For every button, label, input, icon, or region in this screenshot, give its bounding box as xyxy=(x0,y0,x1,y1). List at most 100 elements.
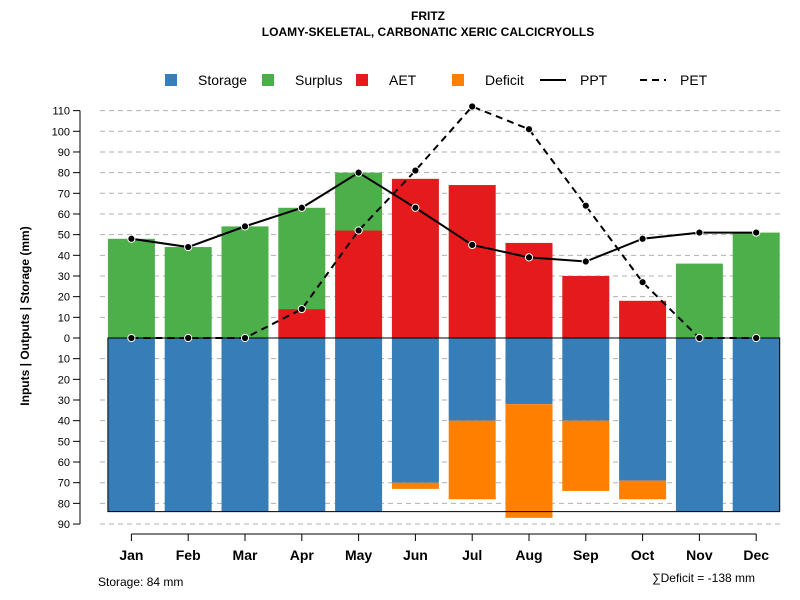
y-tick-label: 40 xyxy=(58,250,70,262)
ppt-point xyxy=(184,242,193,252)
y-tick-label: 10 xyxy=(58,354,70,366)
ppt-point xyxy=(695,228,704,237)
ppt-point xyxy=(468,240,477,250)
y-tick-label: 20 xyxy=(58,292,70,304)
chart-subtitle: LOAMY-SKELETAL, CARBONATIC XERIC CALCICR… xyxy=(262,25,594,39)
y-tick-label: 60 xyxy=(58,457,70,469)
surplus-bar xyxy=(164,247,212,338)
y-tick-label: 70 xyxy=(58,188,70,200)
ppt-line xyxy=(131,171,757,263)
pet-line xyxy=(131,105,757,339)
ppt-point xyxy=(638,234,647,243)
storage-note: Storage: 84 mm xyxy=(98,575,183,589)
legend-swatch xyxy=(165,74,177,86)
y-tick-label: 80 xyxy=(58,168,70,180)
surplus-bar xyxy=(675,263,723,338)
legend-label: AET xyxy=(389,72,417,88)
ppt-point xyxy=(240,222,250,231)
pet-point xyxy=(468,102,477,111)
deficit-bar xyxy=(562,420,610,491)
storage-bar xyxy=(335,338,383,512)
x-tick-label: Mar xyxy=(233,547,258,563)
aet-bar xyxy=(391,178,439,338)
legend-label: PPT xyxy=(580,72,608,88)
legend-label: Storage xyxy=(198,72,247,88)
deficit-bar xyxy=(619,480,667,500)
y-tick-label: 40 xyxy=(58,416,70,428)
gridlines xyxy=(100,110,782,525)
storage-bar xyxy=(619,338,667,481)
aet-bar xyxy=(448,185,496,338)
legend: Storage Surplus AET Deficit PPT PET xyxy=(165,72,708,88)
y-tick-label: 90 xyxy=(58,147,70,159)
pet-point xyxy=(411,166,420,175)
aet-bar xyxy=(278,309,326,338)
legend-swatch xyxy=(452,74,464,86)
surplus-bar xyxy=(732,232,780,338)
bar-series xyxy=(107,172,781,518)
ppt-point xyxy=(127,234,136,243)
storage-bar xyxy=(221,338,269,512)
storage-bar xyxy=(164,338,212,512)
x-tick-label: Aug xyxy=(515,547,542,563)
pet-point xyxy=(297,304,306,314)
y-tick-label: 50 xyxy=(58,230,70,242)
axes: 9080706050403020100102030405060708090100… xyxy=(52,106,770,563)
deficit-bar xyxy=(505,404,553,518)
legend-label: Surplus xyxy=(295,72,342,88)
storage-bar xyxy=(562,338,610,421)
pet-point xyxy=(524,125,534,134)
ppt-point xyxy=(752,228,761,237)
storage-bar xyxy=(107,338,155,512)
y-tick-label: 70 xyxy=(58,478,70,490)
surplus-bar xyxy=(278,207,326,310)
y-tick-label: 0 xyxy=(64,333,70,345)
x-tick-label: Apr xyxy=(290,547,315,563)
y-tick-label: 30 xyxy=(58,395,70,407)
y-tick-label: 50 xyxy=(58,436,70,448)
ppt-point xyxy=(354,168,363,177)
storage-bar xyxy=(732,338,780,512)
y-tick-label: 10 xyxy=(58,312,70,324)
y-tick-label: 60 xyxy=(58,209,70,221)
pet-point xyxy=(638,278,647,287)
legend-swatch xyxy=(262,74,274,86)
y-tick-label: 20 xyxy=(58,374,70,386)
ppt-point xyxy=(297,203,306,212)
storage-capacity-outline xyxy=(107,337,781,513)
x-tick-label: Jan xyxy=(119,547,143,563)
ppt-point xyxy=(411,203,420,212)
pet-point xyxy=(695,333,704,343)
pet-point xyxy=(240,333,250,343)
ppt-point xyxy=(581,257,590,266)
x-tick-label: Jun xyxy=(403,547,428,563)
storage-bar xyxy=(675,338,723,512)
legend-swatch xyxy=(356,74,368,86)
pet-point xyxy=(184,333,193,343)
x-tick-label: Nov xyxy=(686,547,713,563)
storage-bar xyxy=(278,338,326,512)
aet-bar xyxy=(619,300,667,338)
pet-point xyxy=(354,226,363,235)
x-tick-label: Sep xyxy=(573,547,599,563)
deficit-bar xyxy=(448,420,496,500)
pet-point xyxy=(127,333,136,343)
ppt-point xyxy=(524,253,534,262)
deficit-note: ∑Deficit = -138 mm xyxy=(652,571,755,585)
storage-bar xyxy=(505,338,553,405)
aet-bar xyxy=(562,275,610,338)
chart-title: FRITZ xyxy=(411,9,445,23)
pet-point xyxy=(752,333,761,343)
surplus-bar xyxy=(335,172,383,231)
x-tick-label: May xyxy=(345,547,372,563)
legend-label: PET xyxy=(680,72,708,88)
line-series xyxy=(127,102,761,343)
y-axis-label: Inputs | Outputs | Storage (mm) xyxy=(18,226,32,405)
y-tick-label: 110 xyxy=(52,106,70,118)
y-tick-label: 90 xyxy=(58,519,70,531)
surplus-bar xyxy=(221,226,269,338)
surplus-bar xyxy=(107,238,155,338)
x-tick-label: Oct xyxy=(631,547,655,563)
y-tick-label: 30 xyxy=(58,271,70,283)
